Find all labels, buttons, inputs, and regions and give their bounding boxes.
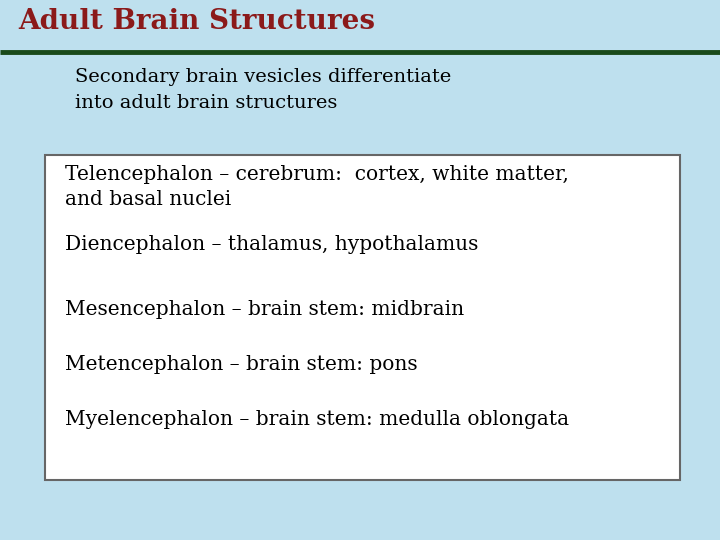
Text: Diencephalon – thalamus, hypothalamus: Diencephalon – thalamus, hypothalamus bbox=[65, 235, 478, 254]
Text: Adult Brain Structures: Adult Brain Structures bbox=[18, 8, 375, 35]
Text: Myelencephalon – brain stem: medulla oblongata: Myelencephalon – brain stem: medulla obl… bbox=[65, 410, 569, 429]
FancyBboxPatch shape bbox=[45, 155, 680, 480]
Text: Secondary brain vesicles differentiate
into adult brain structures: Secondary brain vesicles differentiate i… bbox=[75, 68, 451, 112]
Text: Telencephalon – cerebrum:  cortex, white matter,
and basal nuclei: Telencephalon – cerebrum: cortex, white … bbox=[65, 165, 569, 209]
Text: Mesencephalon – brain stem: midbrain: Mesencephalon – brain stem: midbrain bbox=[65, 300, 464, 319]
Text: Metencephalon – brain stem: pons: Metencephalon – brain stem: pons bbox=[65, 355, 418, 374]
